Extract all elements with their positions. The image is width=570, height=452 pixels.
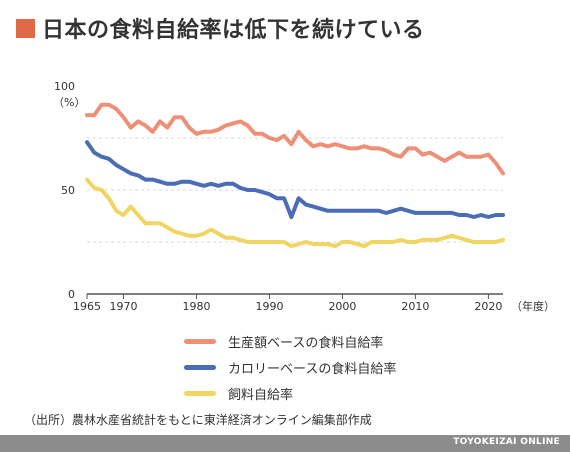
series-line-feed — [85, 177, 505, 249]
title-square-marker — [16, 18, 35, 38]
x-tick-label-2000: 2000 — [328, 300, 356, 313]
x-tick-label-1970: 1970 — [109, 300, 137, 313]
title-row: 日本の食料自給率は低下を続けている — [16, 12, 425, 44]
x-tick-label-2020: 2020 — [474, 300, 502, 313]
legend-swatch-production — [184, 338, 216, 344]
y-tick-label-0: 0 — [68, 288, 75, 301]
y-unit-label: （%） — [53, 96, 85, 109]
legend-item-production: 生産額ベースの食料自給率 — [184, 328, 396, 354]
footer-brand: TOYOKEIZAI ONLINE — [453, 437, 560, 447]
x-unit-label: （年度） — [511, 299, 555, 313]
x-tick-label-1990: 1990 — [255, 300, 283, 313]
legend-label-production: 生産額ベースの食料自給率 — [228, 335, 384, 351]
chart-title: 日本の食料自給率は低下を続けている — [42, 18, 425, 43]
series-line-calorie — [85, 140, 505, 219]
x-tick-label-2010: 2010 — [401, 300, 429, 313]
legend-swatch-calorie — [184, 364, 216, 370]
y-tick-label-100: 100 — [54, 80, 75, 93]
legend-swatch-feed — [184, 390, 216, 396]
legend-label-feed: 飼料自給率 — [228, 387, 294, 403]
legend-label-calorie: カロリーベースの食料自給率 — [228, 361, 397, 377]
line-chart: 0 50 100 （%） 1965 1970 1980 1990 2000 2010 2020 （年度… — [53, 80, 555, 313]
x-tick-label-1980: 1980 — [182, 300, 210, 313]
source-note: （出所）農林水産省統計をもとに東洋経済オンライン編集部作成 — [24, 413, 372, 427]
y-tick-label-50: 50 — [61, 184, 75, 197]
series-line-production — [85, 102, 505, 176]
footer-bar: TOYOKEIZAI ONLINE — [0, 435, 570, 452]
x-tick-label-1965: 1965 — [73, 300, 101, 313]
chart-legend: 生産額ベースの食料自給率 カロリーベースの食料自給率 飼料自給率 — [184, 328, 396, 406]
legend-item-calorie: カロリーベースの食料自給率 — [184, 354, 396, 380]
legend-item-feed: 飼料自給率 — [184, 380, 396, 406]
